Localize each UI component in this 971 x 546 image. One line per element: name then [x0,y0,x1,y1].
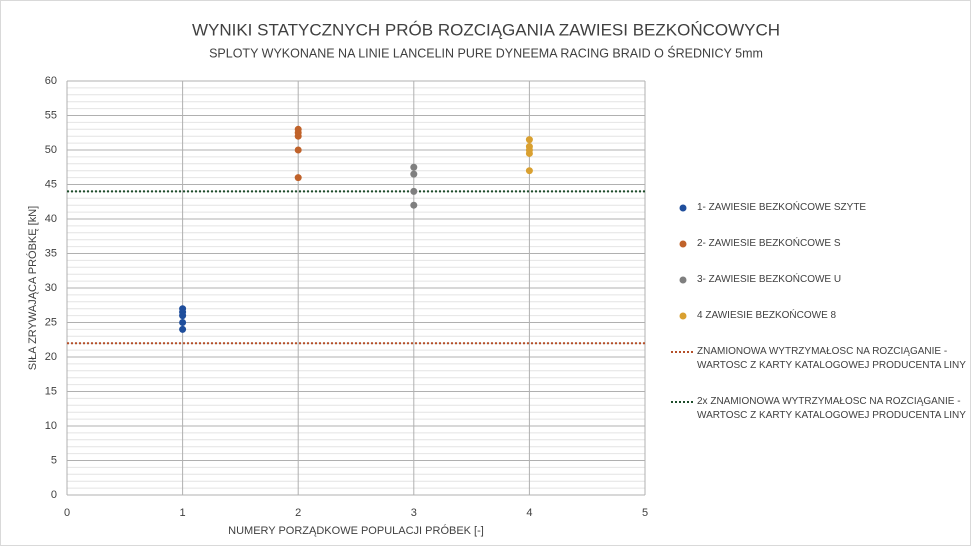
legend-item: 3- ZAWIESIE BEZKOŃCOWE U [669,273,969,287]
data-point [525,149,533,157]
legend-symbol [669,395,697,407]
data-point [410,201,418,209]
x-axis-label: NUMERY PORZĄDKOWE POPULACJI PRÓBEK [-] [228,524,484,537]
data-point [179,312,187,320]
data-point [410,170,418,178]
data-point [410,163,418,171]
x-tick-label: 4 [526,507,532,519]
y-tick-label: 20 [45,351,57,363]
legend-item: 1- ZAWIESIE BEZKOŃCOWE SZYTE [669,201,969,215]
legend-label: 2x ZNAMIONOWA WYTRZYMAŁOSC NA ROZCIĄGANI… [697,396,966,421]
legend-item: ZNAMIONOWA WYTRZYMAŁOSC NA ROZCIĄGANIE -… [669,345,969,373]
legend-label: 1- ZAWIESIE BEZKOŃCOWE SZYTE [697,202,867,213]
x-tick-label: 1 [180,507,186,519]
y-tick-label: 50 [45,144,57,156]
data-point [179,325,187,333]
chart-title: WYNIKI STATYCZNYCH PRÓB ROZCIĄGANIA ZAWI… [192,20,780,39]
y-tick-label: 0 [51,489,57,501]
y-tick-label: 5 [51,454,57,466]
y-tick-label: 30 [45,282,57,294]
legend: 1- ZAWIESIE BEZKOŃCOWE SZYTE 2- ZAWIESIE … [669,201,969,445]
legend-item: 2- ZAWIESIE BEZKOŃCOWE S [669,237,969,251]
legend-symbol [669,237,697,249]
data-point [179,319,187,326]
y-tick-label: 55 [45,109,57,121]
legend-label: ZNAMIONOWA WYTRZYMAŁOSC NA ROZCIĄGANIE -… [697,346,966,371]
legend-symbol [669,345,697,357]
data-point [525,167,533,175]
y-tick-label: 45 [45,178,57,190]
data-point [410,187,418,195]
legend-symbol [669,273,697,285]
legend-label: 3- ZAWIESIE BEZKOŃCOWE U [697,274,842,285]
x-tick-label: 3 [411,507,417,519]
y-axis-label: SIŁA ZRYWAJĄCA PRÓBKĘ [kN] [26,206,39,370]
y-tick-label: 40 [45,213,57,225]
x-tick-label: 5 [642,507,648,519]
data-point [294,146,302,154]
y-tick-label: 35 [45,247,57,259]
x-tick-label: 2 [295,507,301,519]
y-tick-label: 10 [45,420,57,432]
legend-label: 2- ZAWIESIE BEZKOŃCOWE S [697,238,841,249]
legend-item: 4 ZAWIESIE BEZKOŃCOWE 8 [669,309,969,323]
x-tick-label: 0 [64,507,70,519]
y-tick-label: 15 [45,385,57,397]
data-point [525,136,533,144]
legend-symbol [669,309,697,321]
legend-item: 2x ZNAMIONOWA WYTRZYMAŁOSC NA ROZCIĄGANI… [669,395,969,423]
legend-symbol [669,201,697,213]
data-point [294,132,302,140]
y-tick-label: 25 [45,316,57,328]
chart-subtitle: SPLOTY WYKONANE NA LINIE LANCELIN PURE D… [209,45,763,60]
legend-label: 4 ZAWIESIE BEZKOŃCOWE 8 [697,310,837,321]
y-tick-label: 60 [45,75,57,87]
data-point [294,174,302,182]
